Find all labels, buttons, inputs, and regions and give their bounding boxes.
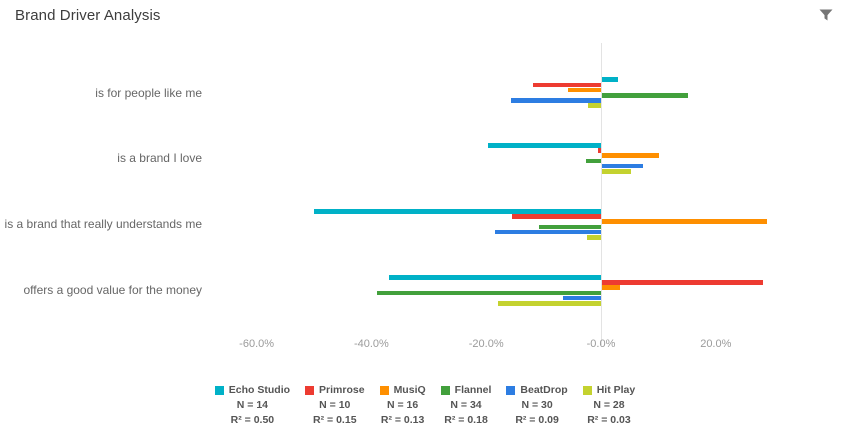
x-tick-label: -40.0% bbox=[353, 338, 389, 350]
bar-beatdrop-cat2[interactable] bbox=[602, 163, 643, 169]
bar-flannel-cat1[interactable] bbox=[602, 92, 689, 98]
legend-r-squared: R² = 0.50 bbox=[230, 414, 275, 426]
bar-hit-play-cat2[interactable] bbox=[602, 168, 632, 174]
legend-series-name: Hit Play bbox=[596, 384, 636, 396]
category-label: is a brand that really understands me bbox=[4, 217, 202, 232]
legend-r-squared: R² = 0.15 bbox=[313, 414, 357, 426]
chart-title: Brand Driver Analysis bbox=[15, 7, 161, 24]
bar-echo-studio-cat4[interactable] bbox=[388, 274, 601, 280]
bar-echo-studio-cat2[interactable] bbox=[487, 142, 601, 148]
bar-musiq-cat4[interactable] bbox=[602, 285, 620, 290]
legend-item-beatdrop[interactable]: BeatDrop N = 30 R² = 0.09 bbox=[506, 384, 568, 426]
bar-flannel-cat4[interactable] bbox=[377, 290, 601, 296]
legend-swatch-icon bbox=[214, 385, 224, 395]
bar-primrose-cat4[interactable] bbox=[602, 280, 763, 285]
zero-gridline bbox=[601, 43, 602, 345]
legend-r-squared: R² = 0.03 bbox=[587, 414, 631, 426]
legend-r-squared: R² = 0.13 bbox=[380, 414, 425, 426]
bar-primrose-cat2[interactable] bbox=[598, 148, 601, 153]
category-label: is for people like me bbox=[95, 85, 202, 100]
bar-beatdrop-cat3[interactable] bbox=[494, 229, 601, 235]
funnel-filter-icon bbox=[819, 9, 833, 21]
legend-name-row: Flannel bbox=[440, 384, 492, 396]
bar-hit-play-cat3[interactable] bbox=[587, 234, 601, 240]
legend-swatch-icon bbox=[440, 385, 450, 395]
bar-echo-studio-cat3[interactable] bbox=[314, 208, 601, 214]
legend-name-row: Echo Studio bbox=[214, 384, 291, 396]
legend-item-musiq[interactable]: MusiQ N = 16 R² = 0.13 bbox=[379, 384, 426, 426]
legend-swatch-icon bbox=[379, 385, 389, 395]
category-label: is a brand I love bbox=[117, 151, 202, 166]
legend-sample-size: N = 16 bbox=[386, 399, 419, 411]
legend-name-row: Hit Play bbox=[582, 384, 636, 396]
category-label: offers a good value for the money bbox=[23, 283, 202, 298]
legend-sample-size: N = 10 bbox=[319, 399, 351, 411]
legend-swatch-icon bbox=[582, 385, 592, 395]
x-tick-label: -0.0% bbox=[586, 338, 616, 350]
legend-sample-size: N = 14 bbox=[236, 399, 269, 411]
legend-r-squared: R² = 0.09 bbox=[515, 414, 559, 426]
legend-name-row: MusiQ bbox=[379, 384, 426, 396]
bar-flannel-cat3[interactable] bbox=[539, 224, 601, 230]
legend-sample-size: N = 30 bbox=[521, 399, 553, 411]
legend-swatch-icon bbox=[506, 385, 516, 395]
bar-beatdrop-cat4[interactable] bbox=[563, 295, 601, 301]
legend-name-row: Primrose bbox=[305, 384, 365, 396]
legend-name-row: BeatDrop bbox=[506, 384, 568, 396]
legend-series-name: Primrose bbox=[319, 384, 365, 396]
legend-item-flannel[interactable]: Flannel N = 34 R² = 0.18 bbox=[440, 384, 492, 426]
bar-primrose-cat1[interactable] bbox=[533, 82, 601, 88]
bar-flannel-cat2[interactable] bbox=[585, 158, 601, 164]
legend-series-name: MusiQ bbox=[393, 384, 426, 396]
x-tick-label: 20.0% bbox=[700, 338, 732, 350]
bar-musiq-cat1[interactable] bbox=[568, 87, 601, 93]
legend-item-echo-studio[interactable]: Echo Studio N = 14 R² = 0.50 bbox=[214, 384, 291, 426]
x-tick-label: -60.0% bbox=[239, 338, 275, 350]
legend-series-name: BeatDrop bbox=[520, 384, 568, 396]
bar-beatdrop-cat1[interactable] bbox=[510, 98, 601, 103]
bar-primrose-cat3[interactable] bbox=[512, 214, 601, 219]
legend-sample-size: N = 34 bbox=[450, 399, 482, 411]
bar-hit-play-cat1[interactable] bbox=[587, 103, 601, 108]
bar-musiq-cat3[interactable] bbox=[602, 219, 768, 224]
legend-item-primrose[interactable]: Primrose N = 10 R² = 0.15 bbox=[305, 384, 365, 426]
legend-series-name: Flannel bbox=[454, 384, 492, 396]
bar-hit-play-cat4[interactable] bbox=[497, 300, 601, 306]
legend: Echo Studio N = 14 R² = 0.50 Primrose N = 10… bbox=[0, 384, 850, 426]
legend-sample-size: N = 28 bbox=[593, 399, 625, 411]
legend-series-name: Echo Studio bbox=[228, 384, 291, 396]
legend-r-squared: R² = 0.18 bbox=[444, 414, 488, 426]
bar-musiq-cat2[interactable] bbox=[602, 153, 659, 158]
legend-item-hit-play[interactable]: Hit Play N = 28 R² = 0.03 bbox=[582, 384, 636, 426]
filter-button[interactable] bbox=[817, 7, 835, 25]
x-tick-label: -20.0% bbox=[468, 338, 504, 350]
legend-swatch-icon bbox=[305, 385, 315, 395]
bar-echo-studio-cat1[interactable] bbox=[602, 77, 619, 82]
